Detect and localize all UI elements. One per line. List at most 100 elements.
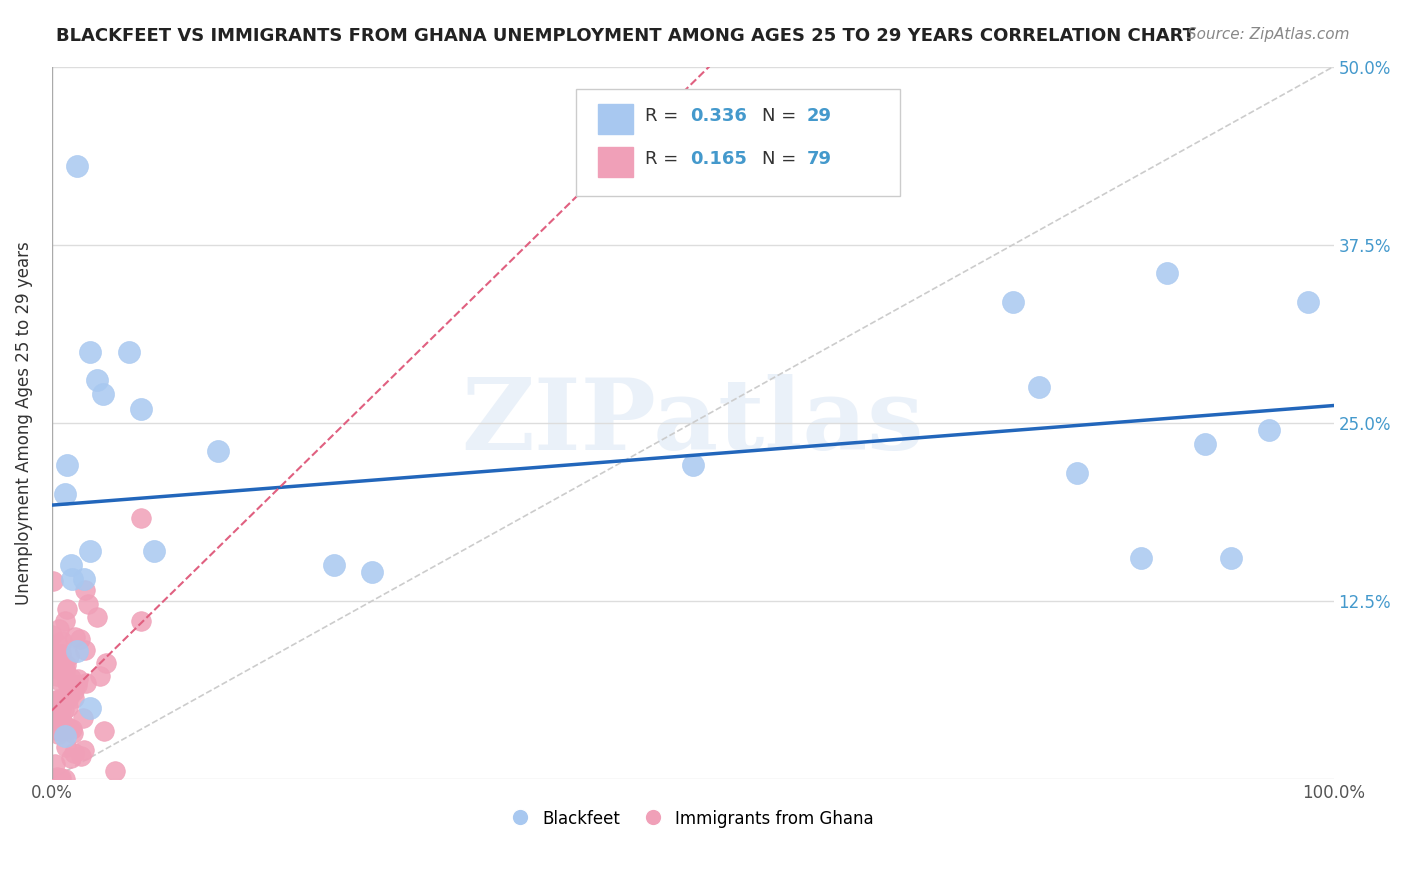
Point [49,771,72,785]
Point [66,678,89,692]
Text: R =: R = [645,150,685,168]
Point [51,647,73,661]
Point [1002,294,1025,309]
Point [45,669,67,683]
Text: 79: 79 [807,150,832,168]
Point [41,661,63,675]
Point [49,659,72,673]
Point [48,694,70,708]
Point [131,401,153,416]
Point [93,724,115,739]
Point [51,634,73,648]
Point [322,558,344,573]
Point [73,642,96,657]
Point [58,649,80,664]
Point [44,756,66,771]
Point [44,708,66,723]
Text: R =: R = [645,107,685,125]
Text: N =: N = [762,150,801,168]
Point [1028,380,1050,394]
Point [48,772,70,786]
Point [42,707,65,722]
Point [143,544,166,558]
Point [86,373,108,387]
Point [76,597,98,611]
Text: ZIPatlas: ZIPatlas [461,375,924,471]
Point [94,656,117,670]
Point [41,772,63,786]
Point [59,558,82,573]
Point [53,487,76,501]
Point [66,159,89,173]
Point [53,729,76,743]
Point [1066,466,1088,480]
Point [79,544,101,558]
Point [45,693,67,707]
Point [53,772,76,786]
Point [58,721,80,735]
Point [72,711,94,725]
Y-axis label: Unemployment Among Ages 25 to 29 years: Unemployment Among Ages 25 to 29 years [15,241,32,605]
Point [44,772,66,786]
Point [58,690,80,705]
Text: BLACKFEET VS IMMIGRANTS FROM GHANA UNEMPLOYMENT AMONG AGES 25 TO 29 YEARS CORREL: BLACKFEET VS IMMIGRANTS FROM GHANA UNEMP… [56,27,1195,45]
Point [66,643,89,657]
Point [60,751,83,765]
Point [73,573,96,587]
Point [70,749,93,764]
Point [52,703,75,717]
Point [66,672,89,686]
Point [49,713,72,727]
Point [53,662,76,676]
Point [49,713,72,727]
Point [45,708,67,723]
Point [1130,551,1153,566]
Point [56,674,79,689]
Text: 0.336: 0.336 [690,107,747,125]
Point [91,387,114,401]
Point [44,646,66,660]
Text: 29: 29 [807,107,832,125]
Point [46,715,69,730]
Point [46,673,69,687]
Point [1258,423,1281,437]
Point [361,566,384,580]
Point [48,623,70,637]
Point [89,669,111,683]
Point [60,723,83,737]
Point [73,742,96,756]
Point [131,614,153,628]
Point [46,652,69,666]
Point [46,637,69,651]
Point [53,717,76,731]
Point [1296,294,1319,309]
Point [49,663,72,677]
Point [79,700,101,714]
Point [131,511,153,525]
Point [104,764,127,779]
Point [44,696,66,710]
Point [45,723,67,737]
Text: Source: ZipAtlas.com: Source: ZipAtlas.com [1187,27,1350,42]
Point [55,739,77,754]
Point [41,772,63,786]
Point [53,614,76,628]
Point [62,726,84,740]
Point [41,574,63,588]
Point [58,699,80,714]
Point [1156,266,1178,280]
Text: 0.165: 0.165 [690,150,747,168]
Point [63,684,86,698]
Point [207,444,229,458]
Point [86,610,108,624]
Point [49,702,72,716]
Point [79,344,101,359]
Point [48,659,70,673]
Text: N =: N = [762,107,801,125]
Point [49,722,72,736]
Point [63,690,86,705]
Point [59,672,82,686]
Point [46,722,69,736]
Point [75,676,97,690]
Point [60,573,83,587]
